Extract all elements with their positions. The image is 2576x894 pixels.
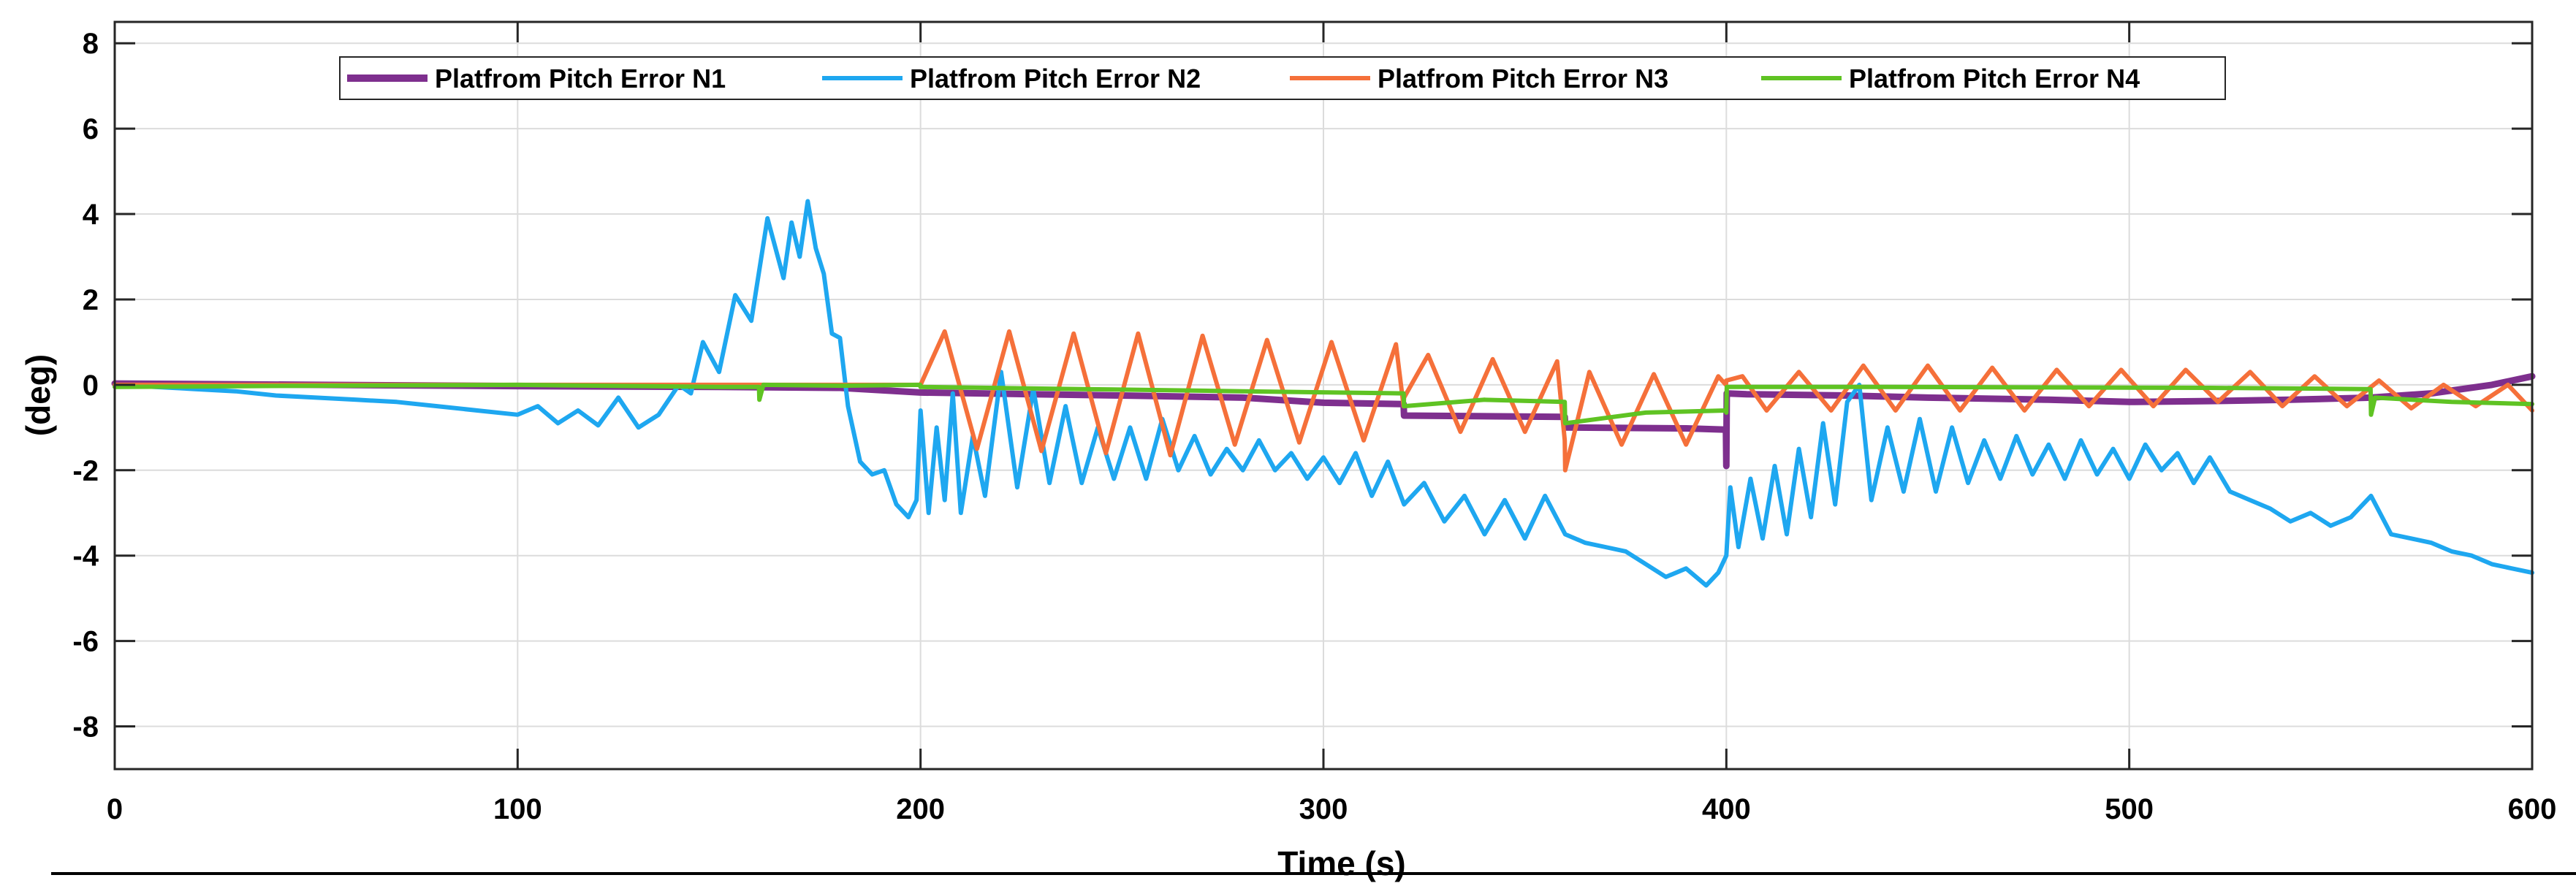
series-line-n4 — [113, 382, 2534, 426]
legend: Platfrom Pitch Error N1 Platfrom Pitch Er… — [339, 56, 2226, 100]
series-line-n1 — [111, 372, 2536, 470]
x-tick-label: 500 — [2105, 793, 2154, 825]
x-tick-label: 200 — [896, 793, 945, 825]
legend-label-n4: Platfrom Pitch Error N4 — [1849, 64, 2140, 93]
series-line-n2 — [113, 199, 2534, 588]
x-tick-labels: 0 100 200 300 400 500 600 — [107, 793, 2557, 825]
y-tick-label: 8 — [83, 28, 99, 60]
legend-box — [339, 56, 2226, 100]
x-tick-label: 400 — [1702, 793, 1751, 825]
legend-label-n3: Platfrom Pitch Error N3 — [1378, 64, 1668, 93]
x-tick-label: 300 — [1299, 793, 1348, 825]
y-tick-label: -8 — [72, 711, 99, 744]
y-tick-label: 4 — [83, 199, 99, 231]
legend-label-n2: Platfrom Pitch Error N2 — [910, 64, 1201, 93]
y-tick-label: -6 — [72, 626, 99, 658]
legend-label-n1: Platfrom Pitch Error N1 — [435, 64, 726, 93]
y-axis-title: (deg) — [19, 354, 57, 436]
series-lines — [111, 199, 2536, 588]
axis-ticks — [113, 22, 2534, 769]
y-tick-label: -2 — [72, 455, 99, 487]
x-tick-label: 0 — [107, 793, 123, 825]
x-tick-label: 100 — [493, 793, 542, 825]
y-tick-label: -4 — [72, 540, 99, 573]
x-tick-label: 600 — [2508, 793, 2557, 825]
y-tick-label: 2 — [83, 284, 99, 316]
y-tick-labels: -8 -6 -4 -2 0 2 4 6 8 — [72, 28, 99, 743]
grid-lines — [115, 22, 2532, 769]
y-tick-label: 6 — [83, 113, 99, 145]
y-tick-label: 0 — [83, 370, 99, 402]
x-axis-title: Time (s) — [1277, 844, 1406, 882]
